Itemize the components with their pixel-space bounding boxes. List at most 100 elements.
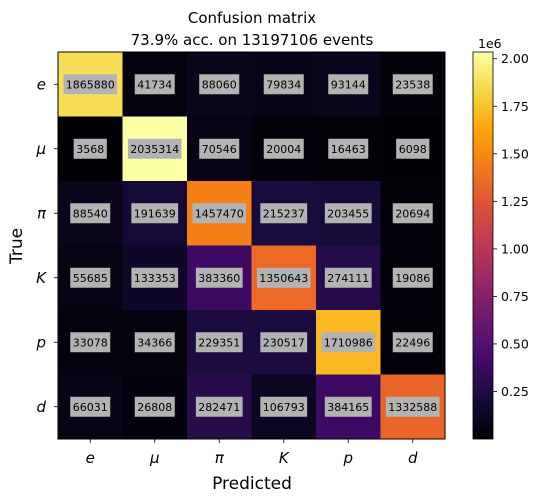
cell-value-label: 88540 [73,207,108,220]
x-tick-label: e [86,449,95,467]
cell-value-label: 34366 [137,336,172,349]
cell-value-label: 384165 [327,401,369,414]
chart-subtitle: 73.9% acc. on 13197106 events [131,31,374,49]
cell-label-box [195,396,243,417]
cell-label-box [192,203,247,224]
cell-value-label: 203455 [327,207,369,220]
heatmap-cells: 1865880 41734 88060 79834 93144 23538 3568 2035… [58,52,446,440]
cell-value-label: 70546 [202,143,237,156]
y-tick-label: K [36,269,47,287]
colorbar-offset-label: 1e6 [478,36,502,51]
cell-label-box [70,332,111,353]
cell-label-box [70,267,111,288]
colorbar-tick-label: 1.00 [501,241,529,256]
cell-label-box [134,396,175,417]
cell-label-box [385,396,440,417]
y-tick-label: p [35,333,46,351]
x-axis-label: Predicted [212,474,292,494]
cell-value-label: 16463 [331,143,366,156]
x-tick-label: p [342,449,353,467]
cell-label-box [392,203,433,224]
cell-value-label: 41734 [137,78,172,91]
cell-value-label: 215237 [263,207,305,220]
cell-label-box [328,138,369,159]
cell-label-box [392,267,433,288]
cell-label-box [256,267,311,288]
cell-label-box [263,74,304,95]
cell-value-label: 33078 [73,336,108,349]
cell-value-label: 1457470 [195,207,244,220]
cell-value-label: 66031 [73,401,108,414]
chart-title: Confusion matrix [188,9,316,27]
cell-label-box [63,74,118,95]
cell-value-label: 26808 [137,401,172,414]
colorbar-ticks: 0.25 0.50 0.75 1.00 1.25 1.50 1.75 2.00 [493,51,529,399]
cell-label-box [324,396,372,417]
cell-label-box [199,138,240,159]
cell-value-label: 6098 [399,143,427,156]
cell-label-box [70,396,111,417]
colorbar-tick-label: 1.25 [501,194,529,209]
y-tick-label: μ [35,140,46,158]
cell-value-label: 3568 [76,143,104,156]
cell-label-box [134,74,175,95]
cell-value-label: 88060 [202,78,237,91]
x-tick-label: μ [149,449,160,467]
y-tick-label: e [37,75,46,93]
x-tick-label: K [279,449,290,467]
cell-value-label: 1710986 [324,336,373,349]
cell-value-label: 1332588 [388,401,437,414]
cell-value-label: 22496 [395,336,430,349]
cell-value-label: 383360 [198,272,240,285]
cell-label-box [260,332,308,353]
cell-value-label: 274111 [327,272,369,285]
cell-value-label: 1865880 [66,78,115,91]
cell-label-box [260,396,308,417]
cell-label-box [131,267,179,288]
cell-label-box [260,203,308,224]
colorbar-tick-label: 2.00 [501,51,529,66]
cell-value-label: 20694 [395,207,430,220]
cell-label-box [396,138,430,159]
plot-frame [57,51,446,440]
colorbar-tick-label: 0.75 [501,289,529,304]
cell-label-box [321,332,376,353]
cell-value-label: 19086 [395,272,430,285]
cell-value-label: 191639 [134,207,176,220]
colorbar [472,51,494,440]
colorbar-tick-label: 0.50 [501,336,529,351]
cell-value-label: 106793 [263,401,305,414]
cell-label-box [263,138,304,159]
colorbar-tick-label: 0.25 [501,384,529,399]
cell-value-label: 133353 [134,272,176,285]
x-tick-label: π [215,449,225,467]
cell-value-label: 23538 [395,78,430,91]
y-ticks: e μ π Kp d [35,75,58,416]
cell-label-box [127,138,182,159]
cell-value-label: 229351 [198,336,240,349]
y-tick-label: d [36,398,46,416]
cell-label-box [73,138,107,159]
cell-label-box [195,332,243,353]
cell-label-box [392,332,433,353]
cell-value-label: 282471 [198,401,240,414]
cell-value-label: 93144 [331,78,366,91]
cell-value-label: 230517 [263,336,305,349]
cell-label-box [70,203,111,224]
cell-value-label: 55685 [73,272,108,285]
y-axis-label: True [7,228,27,265]
colorbar-tick-label: 1.75 [501,99,529,114]
cell-value-label: 20004 [266,143,301,156]
cell-label-box [199,74,240,95]
cell-label-box [195,267,243,288]
cell-label-box [134,332,175,353]
cell-value-label: 79834 [266,78,301,91]
colorbar-tick-label: 1.50 [501,146,529,161]
cell-label-box [131,203,179,224]
cell-label-box [324,267,372,288]
cell-label-box [328,74,369,95]
y-tick-label: π [37,204,47,222]
x-tick-label: d [408,449,418,467]
